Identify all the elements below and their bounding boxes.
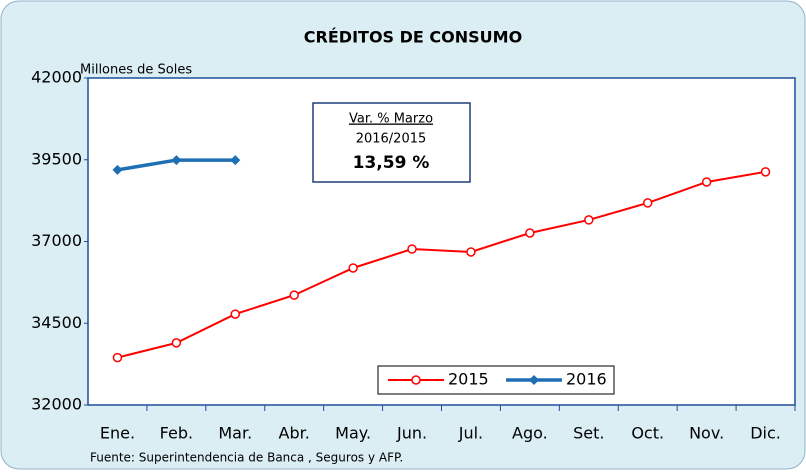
legend-label: 2015: [448, 370, 489, 389]
data-point: [760, 167, 771, 177]
annotation-period: 2016/2015: [356, 132, 427, 147]
annotation-box: [312, 102, 471, 183]
data-point: [466, 247, 476, 257]
y-tick-label: 34500: [31, 313, 82, 332]
data-point: [407, 244, 417, 254]
x-tick-label: Abr.: [279, 424, 310, 443]
x-tick-label: Oct.: [631, 424, 664, 443]
y-axis-label: Millones de Soles: [80, 63, 192, 78]
legend-label: 2016: [566, 370, 607, 389]
x-tick-label: Ene.: [100, 424, 135, 443]
data-point: [112, 164, 123, 175]
data-point: [171, 338, 182, 348]
x-tick-label: Dic.: [750, 424, 781, 443]
data-point: [230, 155, 241, 166]
x-tick-label: Nov.: [689, 424, 724, 443]
data-point: [112, 352, 123, 363]
y-tick-label: 32000: [31, 395, 82, 414]
x-tick-label: Jun.: [396, 424, 427, 443]
y-tick-label: 37000: [31, 231, 82, 250]
x-tick-label: Ago.: [512, 424, 548, 443]
y-tick-label: 42000: [31, 68, 82, 87]
data-point: [348, 263, 358, 273]
annotation-title: Var. % Marzo: [349, 112, 433, 127]
legend-marker: [411, 375, 421, 385]
data-point: [525, 228, 535, 238]
x-tick-label: May.: [335, 424, 371, 443]
legend-marker: [529, 375, 539, 385]
x-tick-label: Mar.: [218, 424, 252, 443]
x-tick-label: Set.: [573, 424, 604, 443]
source: Fuente: Superintendencia de Banca , Segu…: [90, 451, 403, 465]
data-point: [230, 309, 241, 319]
chart-title: CRÉDITOS DE CONSUMO: [304, 28, 522, 47]
annotation-value: 13,59 %: [353, 153, 430, 173]
data-point: [289, 290, 299, 300]
data-point: [701, 177, 712, 187]
data-point: [584, 215, 594, 225]
series-line: [117, 170, 766, 359]
x-tick-label: Jul.: [458, 424, 483, 443]
data-point: [642, 198, 653, 208]
x-tick-label: Feb.: [160, 424, 193, 443]
data-point: [171, 155, 182, 166]
y-tick-label: 39500: [31, 149, 82, 168]
